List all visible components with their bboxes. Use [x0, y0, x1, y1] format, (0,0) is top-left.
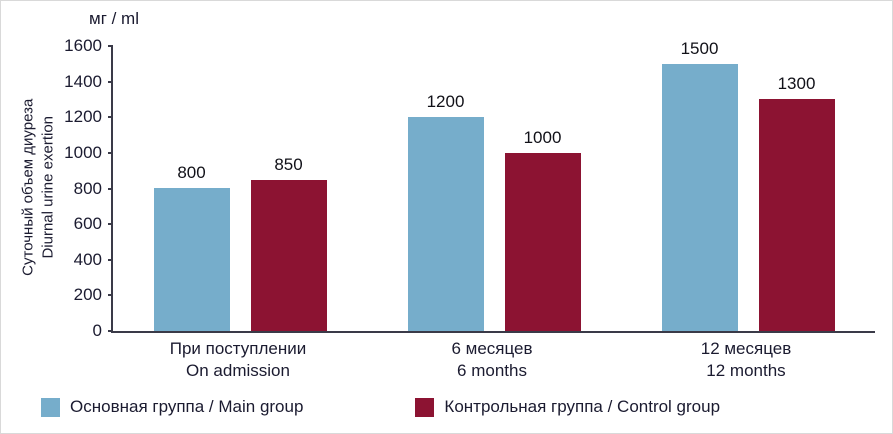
legend-item-main-group: Основная группа / Main group: [41, 397, 303, 417]
legend-label-control-group: Контрольная группа / Control group: [444, 397, 721, 416]
y-axis-title-wrap: Суточный объем диуреза Diurnal urine exe…: [9, 41, 69, 333]
y-tick-label: 0: [92, 321, 102, 340]
x-category-labels: При поступлении On admission 6 месяцев 6 mo…: [111, 338, 873, 382]
y-axis-title-line1: Суточный объем диуреза: [19, 98, 37, 276]
bar-control-group: [250, 180, 327, 331]
legend-label-main-group: Основная группа / Main group: [70, 397, 304, 416]
y-tick-mark: [108, 80, 113, 83]
x-category-line2: 6 months: [457, 360, 527, 380]
y-tick-label: 1600: [64, 36, 102, 55]
legend-swatch-control-group: [415, 397, 435, 417]
legend-item-control-group: Контрольная группа / Control group: [415, 397, 720, 417]
y-tick-mark: [108, 223, 113, 226]
y-tick-mark: [108, 151, 113, 154]
y-tick-label: 200: [73, 285, 102, 305]
y-tick-label: 1000: [64, 142, 102, 162]
x-category-line1: 6 месяцев: [451, 339, 533, 358]
bar-column-main-group: 800: [153, 163, 230, 331]
bar-control-group: [758, 99, 835, 331]
y-tick-label: 400: [73, 249, 102, 269]
bar-value-label: 1300: [777, 74, 816, 93]
bar-column-control-group: 1300: [758, 74, 835, 331]
bar-main-group: [407, 117, 484, 331]
bar-main-group: [661, 64, 738, 331]
y-tick-label: 600: [73, 214, 102, 234]
x-category-line2: 12 months: [706, 360, 786, 380]
legend-swatch-main-group: [41, 397, 60, 417]
bar-value-label: 1500: [680, 39, 719, 58]
y-tick-label: 800: [73, 178, 102, 198]
legend: Основная группа / Main group Контрольная …: [41, 397, 720, 417]
bar-value-label: 1200: [426, 92, 465, 111]
bar-group-1: 800 850: [113, 46, 367, 331]
bar-group-3: 1500 1300: [621, 39, 875, 331]
bar-value-label: 1000: [523, 128, 562, 147]
bar-column-main-group: 1200: [407, 92, 484, 331]
y-tick-label: 1200: [64, 107, 102, 127]
y-tick-mark: [108, 258, 113, 261]
x-category-1: При поступлении On admission: [111, 338, 365, 382]
y-axis-title-line2: Diurnal urine exertion: [40, 115, 57, 259]
bar-control-group: [504, 153, 581, 331]
x-category-line1: 12 месяцев: [700, 339, 792, 358]
bar-column-control-group: 1000: [504, 128, 581, 331]
bar-value-label: 850: [274, 155, 303, 174]
y-tick-mark: [108, 330, 113, 332]
x-category-2: 6 месяцев 6 months: [365, 338, 619, 382]
bar-group-2: 1200 1000: [367, 46, 621, 331]
bar-column-control-group: 850: [250, 155, 327, 331]
x-category-line2: On admission: [186, 360, 290, 380]
bar-value-label: 800: [177, 163, 206, 182]
y-tick-mark: [108, 45, 113, 47]
y-tick-mark: [108, 116, 113, 119]
y-tick-mark: [108, 187, 113, 190]
y-axis-unit-label: мг / ml: [89, 9, 139, 28]
x-category-3: 12 месяцев 12 months: [619, 338, 873, 382]
bar-column-main-group: 1500: [661, 39, 738, 331]
y-tick-label: 1400: [64, 71, 102, 91]
plot-area: 0 200 400 600 800 1000 1200 1400 1600 800 850 1200…: [64, 36, 875, 340]
bar-main-group: [153, 188, 230, 331]
bar-groups-layer: 800 850 1200 1000 1500 1300: [113, 39, 875, 331]
y-tick-mark: [108, 294, 113, 297]
x-category-line1: При поступлении: [169, 339, 307, 358]
y-axis-title: Суточный объем диуреза Diurnal urine exe…: [19, 98, 60, 275]
